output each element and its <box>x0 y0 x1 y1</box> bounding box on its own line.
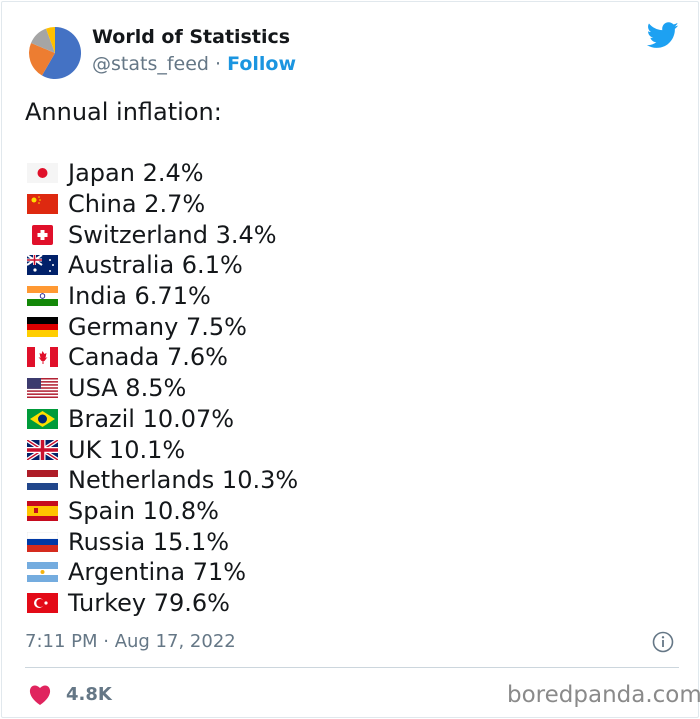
inflation-entry: India 6.71% <box>68 282 211 311</box>
inflation-entry: Japan 2.4% <box>68 159 204 188</box>
inflation-entry: Spain 10.8% <box>68 496 219 525</box>
author-handle[interactable]: @stats_feed <box>92 53 209 75</box>
list-item: UK 10.1% <box>27 434 298 465</box>
inflation-entry: Brazil 10.07% <box>68 404 235 433</box>
list-item: Netherlands 10.3% <box>27 465 298 496</box>
flag-argentina-icon <box>27 562 58 583</box>
watermark: boredpanda.com <box>507 682 700 708</box>
inflation-list: Japan 2.4% China 2.7% Switzerland 3.4% Aust… <box>27 158 298 618</box>
list-item: Japan 2.4% <box>27 158 298 189</box>
flag-china-icon <box>27 194 58 215</box>
list-item: China 2.7% <box>27 189 298 220</box>
flag-australia-icon <box>27 255 58 276</box>
flag-brazil-icon <box>27 408 58 429</box>
inflation-entry: Germany 7.5% <box>68 312 247 341</box>
list-item: USA 8.5% <box>27 373 298 404</box>
flag-germany-icon <box>27 316 58 337</box>
list-item: India 6.71% <box>27 281 298 312</box>
flag-canada-icon <box>27 347 58 368</box>
list-item: Germany 7.5% <box>27 311 298 342</box>
list-item: Argentina 71% <box>27 557 298 588</box>
list-item: Switzerland 3.4% <box>27 219 298 250</box>
inflation-entry: Turkey 79.6% <box>68 588 230 617</box>
list-item: Russia 15.1% <box>27 526 298 557</box>
tweet-intro: Annual inflation: <box>25 98 222 126</box>
separator: · <box>215 53 222 75</box>
inflation-entry: Switzerland 3.4% <box>68 220 277 249</box>
list-item: Spain 10.8% <box>27 496 298 527</box>
inflation-entry: Russia 15.1% <box>68 527 230 556</box>
avatar-pie-chart[interactable] <box>28 26 82 80</box>
flag-russia-icon <box>27 531 58 552</box>
flag-japan-icon <box>27 163 58 184</box>
inflation-entry: Argentina 71% <box>68 558 247 587</box>
flag-usa-icon <box>27 378 58 399</box>
flag-netherlands-icon <box>27 470 58 491</box>
twitter-bird-icon[interactable] <box>647 22 679 49</box>
list-item: Turkey 79.6% <box>27 588 298 619</box>
divider <box>25 667 679 668</box>
like-count[interactable]: 4.8K <box>66 684 112 705</box>
flag-uk-icon <box>27 439 58 460</box>
inflation-entry: Netherlands 10.3% <box>68 466 299 495</box>
flag-spain-icon <box>27 500 58 521</box>
author-handle-line: @stats_feed · Follow <box>92 53 296 75</box>
author-name[interactable]: World of Statistics <box>92 26 291 48</box>
follow-button[interactable]: Follow <box>227 53 297 75</box>
inflation-entry: China 2.7% <box>68 190 206 219</box>
inflation-entry: Canada 7.6% <box>68 343 228 372</box>
timestamp[interactable]: 7:11 PM · Aug 17, 2022 <box>25 631 236 652</box>
inflation-entry: UK 10.1% <box>68 435 186 464</box>
heart-icon[interactable] <box>28 684 52 706</box>
list-item: Australia 6.1% <box>27 250 298 281</box>
inflation-entry: Australia 6.1% <box>68 251 243 280</box>
list-item: Canada 7.6% <box>27 342 298 373</box>
flag-india-icon <box>27 286 58 307</box>
flag-switzerland-icon <box>32 224 53 245</box>
flag-turkey-icon <box>27 592 58 613</box>
info-icon[interactable] <box>652 631 674 653</box>
list-item: Brazil 10.07% <box>27 404 298 435</box>
inflation-entry: USA 8.5% <box>68 374 187 403</box>
